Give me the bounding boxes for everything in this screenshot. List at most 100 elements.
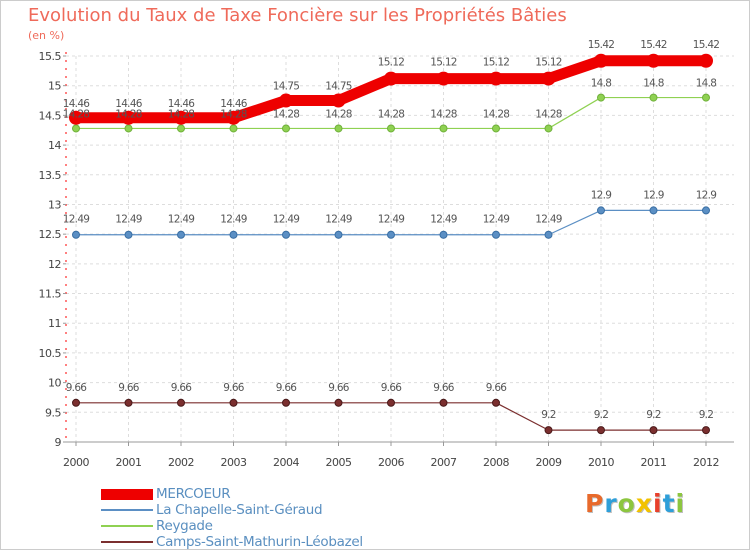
data-point [282,398,290,407]
y-tick-label: 12 [48,258,61,271]
legend-label: MERCOEUR [156,486,231,502]
data-point [544,426,553,435]
data-label: 14.28 [535,108,562,120]
data-point [387,398,395,407]
data-point [387,124,395,133]
x-tick-label: 2007 [431,456,457,469]
data-point [279,93,293,108]
data-point [334,230,343,239]
x-tick-label: 2011 [641,456,667,469]
data-label: 14.28 [430,108,457,120]
logo-letter: i [675,489,686,518]
data-point [229,230,238,239]
x-tick-label: 2008 [483,456,509,469]
x-tick-label: 2000 [63,456,89,469]
data-label: 15.42 [588,39,615,51]
data-label: 14.28 [378,108,405,120]
data-label: 9.66 [223,382,245,394]
data-label: 14.28 [168,108,195,120]
legend-swatch [101,525,153,527]
data-label: 9.2 [646,409,661,421]
data-point [177,230,185,239]
logo-letter: P [585,489,605,518]
data-point [282,124,290,133]
data-label: 12.9 [591,189,612,201]
data-label: 15.42 [640,39,667,51]
legend-label: La Chapelle-Saint-Géraud [156,502,323,518]
legend-label: Camps-Saint-Mathurin-Léobazel [156,534,363,550]
y-tick-label: 13.5 [39,169,62,182]
data-point [69,110,83,125]
data-point [492,398,500,407]
data-point [177,124,185,133]
data-point [492,230,500,239]
logo-letter: o [617,489,636,518]
data-point [541,71,556,86]
data-point [649,93,658,102]
y-axis-unit-label: (en %) [28,29,65,42]
data-label: 15.12 [483,57,510,69]
legend-label: Reygade [156,518,213,534]
y-tick-label: 14.5 [39,109,62,122]
data-label: 12.49 [483,214,510,226]
data-point [646,53,661,68]
data-point [72,124,80,133]
data-label: 12.49 [115,214,142,226]
data-label: 14.28 [325,108,352,120]
data-point [334,398,343,407]
y-tick-label: 9 [55,436,62,449]
data-point [229,398,238,407]
data-point [124,398,133,407]
y-tick-label: 10 [48,377,61,390]
chart-title: Evolution du Taux de Taxe Foncière sur l… [28,5,567,26]
data-point [334,124,343,133]
y-tick-label: 13 [48,198,61,211]
data-label: 14.46 [220,98,248,110]
data-point [649,206,658,215]
data-label: 14.8 [643,78,664,90]
data-point [436,71,451,86]
data-point [121,110,136,125]
data-label: 12.49 [63,214,90,226]
data-point [544,124,553,133]
data-label: 9.66 [118,382,140,394]
legend-swatch [101,541,153,543]
data-label: 14.8 [696,78,717,90]
y-tick-label: 11.5 [39,288,62,301]
data-point [72,230,80,239]
data-label: 9.66 [381,382,403,394]
y-tick-label: 15 [48,80,61,93]
data-label: 12.9 [643,189,664,201]
x-tick-label: 2005 [326,456,352,469]
y-tick-label: 15.5 [39,50,62,63]
data-point [702,93,710,102]
data-label: 15.42 [693,39,720,51]
data-point [492,124,500,133]
legend-swatch [101,509,153,511]
logo-letter: x [635,489,653,518]
data-point [597,426,605,435]
data-label: 12.49 [325,214,352,226]
data-label: 9.66 [171,382,193,394]
data-label: 12.49 [535,214,562,226]
data-label: 15.12 [430,57,457,69]
data-label: 12.9 [696,189,717,201]
data-label: 9.66 [276,382,298,394]
x-tick-label: 2010 [588,456,614,469]
data-point [124,124,133,133]
data-label: 15.12 [535,57,562,69]
data-point [597,206,605,215]
data-point [699,53,713,68]
data-label: 14.28 [220,108,247,120]
data-point [124,230,133,239]
data-label: 14.46 [115,98,143,110]
data-label: 14.8 [591,78,612,90]
data-label: 14.28 [115,108,142,120]
data-point [174,110,188,125]
data-label: 9.66 [328,382,350,394]
data-label: 14.75 [273,81,300,93]
data-label: 12.49 [378,214,405,226]
x-tick-label: 2004 [273,456,299,469]
